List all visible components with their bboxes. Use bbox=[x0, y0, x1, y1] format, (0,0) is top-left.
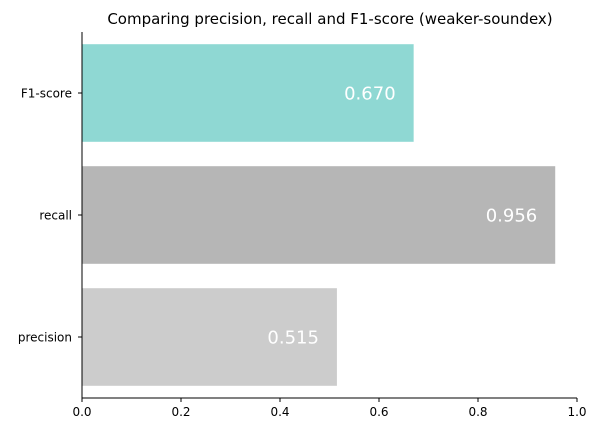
bar-recall bbox=[82, 166, 555, 264]
x-tick-label: 1.0 bbox=[567, 405, 586, 419]
bars-group: 0.515 0.956 0.670 bbox=[82, 44, 555, 386]
y-axis-ticks: precision recall F1-score bbox=[18, 87, 82, 345]
x-tick-label: 0.0 bbox=[72, 405, 91, 419]
chart-title: Comparing precision, recall and F1-score… bbox=[107, 10, 552, 28]
bar-value-label: 0.670 bbox=[344, 84, 396, 105]
bar-value-label: 0.515 bbox=[267, 328, 319, 349]
x-tick-label: 0.4 bbox=[270, 405, 289, 419]
x-axis-ticks: 0.0 0.2 0.4 0.6 0.8 1.0 bbox=[72, 398, 586, 419]
y-tick-label: precision bbox=[18, 331, 72, 345]
y-tick-label: F1-score bbox=[21, 87, 72, 101]
bar-value-label: 0.956 bbox=[486, 206, 538, 227]
x-tick-label: 0.2 bbox=[171, 405, 190, 419]
x-tick-label: 0.8 bbox=[468, 405, 487, 419]
x-tick-label: 0.6 bbox=[369, 405, 388, 419]
y-tick-label: recall bbox=[39, 209, 72, 223]
